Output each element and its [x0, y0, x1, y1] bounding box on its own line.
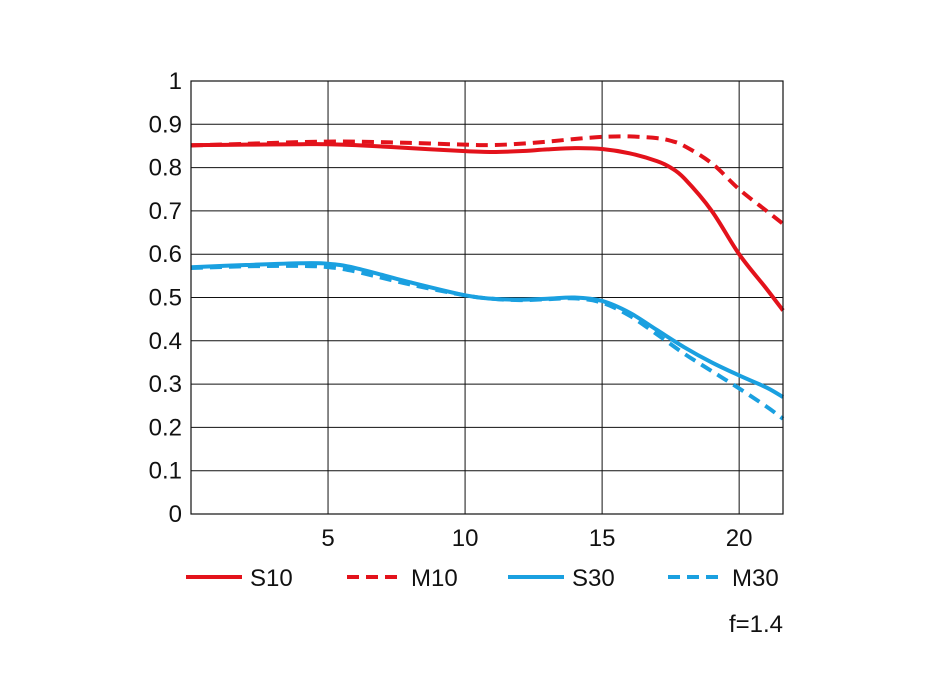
aperture-note: f=1.4 [729, 611, 783, 638]
y-tick-label: 0.2 [149, 414, 182, 441]
y-tick-label: 0.3 [149, 371, 182, 398]
y-tick-label: 0.1 [149, 458, 182, 485]
x-tick-label: 15 [589, 525, 616, 552]
series-lines [190, 134, 785, 421]
y-tick-label: 0.5 [149, 285, 182, 312]
x-tick-label: 20 [726, 525, 753, 552]
legend-label-s10: S10 [250, 565, 293, 592]
y-axis-ticks: 0 0.1 0.2 0.3 0.4 0.5 0.6 0.7 0.8 0.9 1 [149, 68, 182, 528]
series-line-s10 [190, 142, 785, 312]
plot-frame [190, 80, 784, 515]
y-tick-label: 0 [169, 501, 182, 528]
y-tick-label: 0.6 [149, 241, 182, 268]
y-tick-label: 0.7 [149, 198, 182, 225]
series-line-m10 [190, 134, 785, 226]
x-tick-label: 10 [452, 525, 479, 552]
y-tick-label: 0.8 [149, 155, 182, 182]
legend-label-m10: M10 [411, 565, 458, 592]
legend-label-s30: S30 [572, 565, 615, 592]
legend: S10 M10 S30 M30 [186, 565, 779, 592]
series-line-s30 [190, 261, 785, 399]
series-line-m30 [190, 263, 785, 421]
legend-label-m30: M30 [732, 565, 779, 592]
y-tick-label: 0.4 [149, 328, 182, 355]
x-axis-ticks: 5 10 15 20 [321, 525, 752, 552]
x-tick-label: 5 [321, 525, 334, 552]
y-tick-label: 1 [169, 68, 182, 95]
y-tick-label: 0.9 [149, 111, 182, 138]
